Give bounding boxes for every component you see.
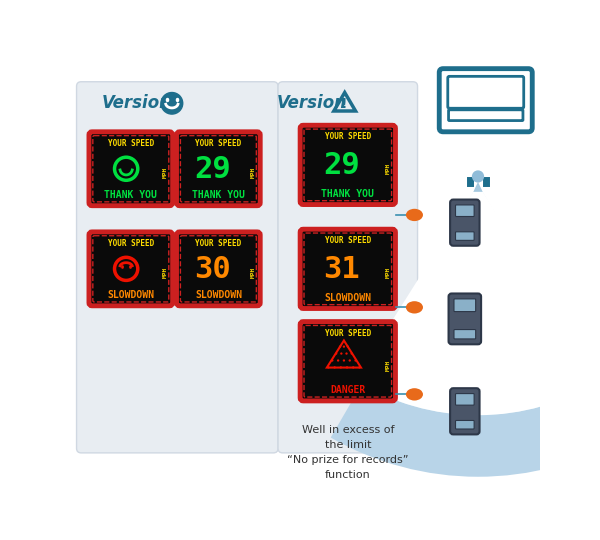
Wedge shape: [473, 184, 483, 219]
Text: YOUR SPEED: YOUR SPEED: [107, 239, 154, 248]
Text: MPH: MPH: [386, 163, 391, 174]
FancyBboxPatch shape: [455, 421, 474, 429]
FancyBboxPatch shape: [300, 322, 395, 401]
Circle shape: [352, 366, 355, 369]
Text: MPH: MPH: [251, 267, 256, 278]
Circle shape: [343, 359, 345, 362]
Text: THANK YOU: THANK YOU: [104, 190, 157, 200]
Text: YOUR SPEED: YOUR SPEED: [325, 236, 371, 245]
FancyBboxPatch shape: [176, 132, 260, 206]
Circle shape: [335, 353, 337, 355]
Circle shape: [349, 359, 351, 362]
FancyBboxPatch shape: [454, 329, 476, 339]
Circle shape: [340, 353, 343, 355]
Text: THANK YOU: THANK YOU: [192, 190, 245, 200]
Text: SLOWDOWN: SLOWDOWN: [195, 290, 242, 300]
Text: 31: 31: [323, 255, 360, 284]
Circle shape: [473, 171, 484, 182]
Circle shape: [343, 346, 345, 348]
Text: Well in excess of
the limit
“No prize for records”
function: Well in excess of the limit “No prize fo…: [287, 425, 409, 480]
FancyBboxPatch shape: [439, 69, 532, 132]
Circle shape: [355, 359, 357, 362]
Circle shape: [331, 359, 334, 362]
Text: YOUR SPEED: YOUR SPEED: [325, 329, 371, 338]
Circle shape: [358, 366, 361, 369]
Text: 29: 29: [194, 155, 230, 184]
Text: 30: 30: [194, 255, 230, 284]
Ellipse shape: [406, 301, 423, 314]
Wedge shape: [461, 184, 494, 257]
FancyBboxPatch shape: [300, 229, 395, 308]
Text: MPH: MPH: [386, 360, 391, 371]
Circle shape: [334, 366, 336, 369]
FancyBboxPatch shape: [278, 82, 418, 453]
FancyBboxPatch shape: [448, 76, 524, 108]
Text: YOUR SPEED: YOUR SPEED: [325, 132, 371, 141]
Text: MPH: MPH: [386, 267, 391, 278]
FancyBboxPatch shape: [455, 232, 474, 240]
FancyBboxPatch shape: [89, 232, 173, 306]
Circle shape: [161, 92, 183, 114]
FancyBboxPatch shape: [89, 132, 173, 206]
Circle shape: [337, 359, 339, 362]
Circle shape: [339, 346, 341, 348]
Ellipse shape: [406, 388, 423, 401]
Circle shape: [327, 366, 329, 369]
Wedge shape: [383, 184, 572, 415]
Wedge shape: [470, 184, 485, 257]
Text: 29: 29: [323, 151, 360, 180]
Wedge shape: [428, 184, 528, 354]
Circle shape: [347, 346, 349, 348]
FancyBboxPatch shape: [454, 299, 476, 312]
Polygon shape: [473, 182, 482, 192]
FancyBboxPatch shape: [300, 125, 395, 205]
Wedge shape: [455, 184, 501, 303]
FancyBboxPatch shape: [449, 110, 523, 120]
Text: SLOWDOWN: SLOWDOWN: [325, 293, 371, 303]
Circle shape: [346, 366, 348, 369]
FancyBboxPatch shape: [77, 82, 278, 453]
Text: YOUR SPEED: YOUR SPEED: [195, 139, 241, 148]
Text: MPH: MPH: [251, 167, 256, 178]
Text: DANGER: DANGER: [330, 385, 365, 395]
Text: SLOWDOWN: SLOWDOWN: [107, 290, 154, 300]
FancyBboxPatch shape: [450, 388, 479, 434]
Text: MPH: MPH: [163, 167, 168, 178]
Text: MPH: MPH: [163, 267, 168, 278]
Text: Version: Version: [102, 94, 172, 112]
Text: !: !: [341, 97, 348, 111]
Ellipse shape: [406, 209, 423, 221]
FancyBboxPatch shape: [450, 200, 479, 246]
Circle shape: [350, 353, 353, 355]
Wedge shape: [403, 184, 553, 354]
Text: YOUR SPEED: YOUR SPEED: [107, 139, 154, 148]
FancyBboxPatch shape: [455, 394, 474, 405]
FancyBboxPatch shape: [455, 205, 474, 217]
FancyBboxPatch shape: [449, 294, 481, 345]
Wedge shape: [439, 184, 517, 303]
Wedge shape: [331, 184, 600, 477]
FancyBboxPatch shape: [176, 232, 260, 306]
Wedge shape: [355, 184, 600, 415]
Circle shape: [346, 353, 347, 355]
Text: Version: Version: [277, 94, 346, 112]
Circle shape: [340, 366, 342, 369]
Text: YOUR SPEED: YOUR SPEED: [195, 239, 241, 248]
Text: THANK YOU: THANK YOU: [322, 189, 374, 199]
